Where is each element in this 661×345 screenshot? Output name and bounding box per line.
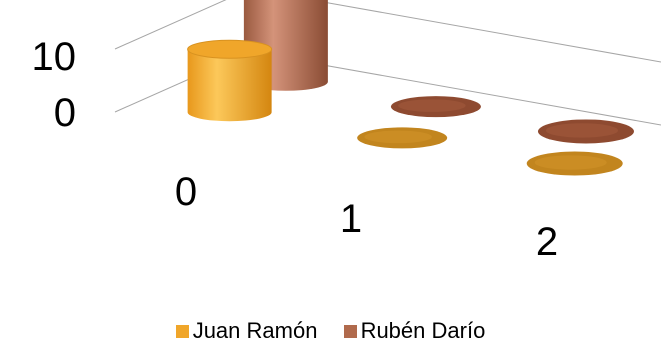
bar [357,127,448,149]
bar [526,151,623,176]
y-tick-label: 0 [54,91,76,135]
legend-label-ruben-dario: Rubén Darío [360,318,486,343]
x-tick-label: 1 [340,197,362,241]
legend-swatch-juan-ramon [175,325,189,338]
bars [187,0,634,176]
bar [390,96,481,118]
y-axis: 010 [32,35,77,135]
legend-swatch-ruben-dario [343,325,357,338]
y-tick-label: 10 [32,35,77,79]
x-tick-label: 0 [175,170,197,214]
legend: Juan Ramón Rubén Darío [0,318,661,344]
gridline [114,0,661,63]
x-tick-label: 2 [536,220,558,264]
legend-item-ruben-dario: Rubén Darío [343,318,486,344]
legend-item-juan-ramon: Juan Ramón [175,318,318,344]
legend-label-juan-ramon: Juan Ramón [192,318,318,343]
x-axis: 0 1 2 [175,170,558,264]
bar [187,39,273,122]
bar [537,119,634,144]
